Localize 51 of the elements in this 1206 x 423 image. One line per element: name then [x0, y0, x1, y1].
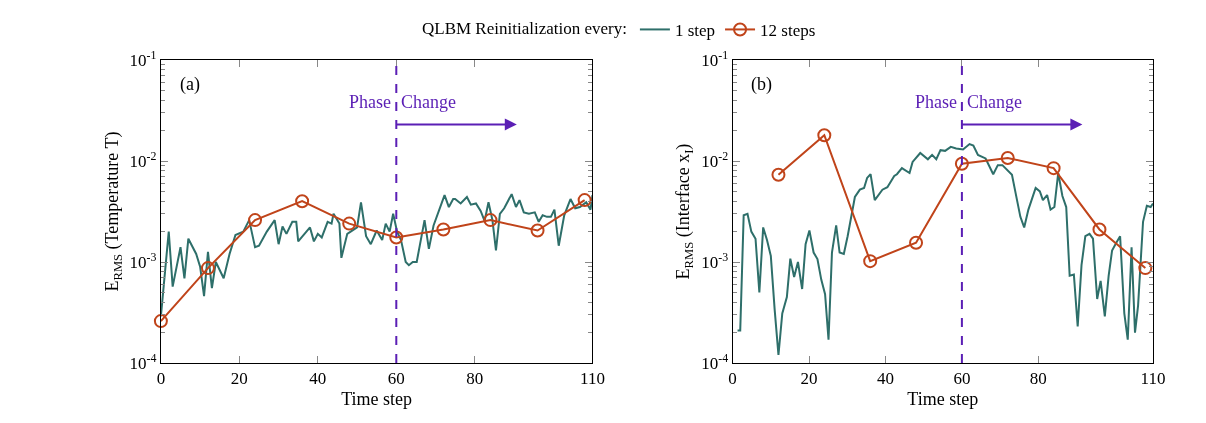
point	[200, 261, 215, 276]
x-tick-label: 110	[1140, 369, 1166, 389]
annotation: Change	[967, 92, 1022, 112]
x-tick-label: 40	[309, 369, 327, 389]
annotation: Change	[401, 92, 456, 112]
point	[342, 216, 357, 231]
y-tick-label: 10$^{-1}$	[701, 47, 729, 70]
x-tick-label: 110	[580, 369, 605, 389]
annotation: (a)	[180, 74, 200, 95]
y-tick-label: 10$^{-4}$	[701, 350, 729, 373]
x-tick-label: 80	[1029, 369, 1047, 389]
x-tick-label: 20	[230, 369, 248, 389]
annotation: Phase	[349, 92, 391, 112]
x-tick-label: 60	[953, 369, 971, 389]
x-tick-label: 0	[728, 369, 737, 389]
y-tick-label: 10$^{-3}$	[129, 249, 157, 272]
y-tick-label: 10$^{-2}$	[129, 148, 157, 171]
x-tick-label: 20	[800, 369, 818, 389]
x-tick-label: 80	[466, 369, 484, 389]
annotation: (b)	[751, 74, 772, 95]
annotation: Phase	[915, 92, 957, 112]
y-tick-label: 10$^{-3}$	[701, 249, 729, 272]
y-tick-label: 10$^{-2}$	[701, 148, 729, 171]
point	[1138, 261, 1153, 276]
point	[817, 128, 832, 143]
x-axis-title: Time step	[341, 388, 413, 409]
point	[530, 223, 545, 238]
point	[863, 254, 878, 269]
x-tick-label: 60	[387, 369, 405, 389]
point	[295, 194, 310, 209]
point	[577, 193, 592, 208]
point	[771, 167, 786, 182]
legend-label: 1 step	[674, 21, 716, 41]
x-axis-title: Time step	[907, 388, 979, 409]
point	[909, 235, 924, 250]
point	[954, 156, 969, 171]
point	[153, 314, 168, 329]
legend-title: QLBM Reinitialization every:	[422, 18, 627, 38]
y-tick-label: 10$^{-4}$	[129, 350, 157, 373]
point	[483, 213, 498, 228]
point	[1092, 222, 1107, 237]
point	[1046, 161, 1061, 176]
line-series	[736, 143, 1153, 356]
x-tick-label: 40	[876, 369, 894, 389]
point	[1000, 151, 1015, 166]
point	[436, 222, 451, 237]
legend-label: 12 steps	[760, 21, 816, 41]
point	[389, 230, 404, 245]
y-tick-label: 10$^{-1}$	[129, 47, 157, 70]
point	[248, 213, 263, 228]
x-tick-label: 0	[156, 369, 166, 389]
